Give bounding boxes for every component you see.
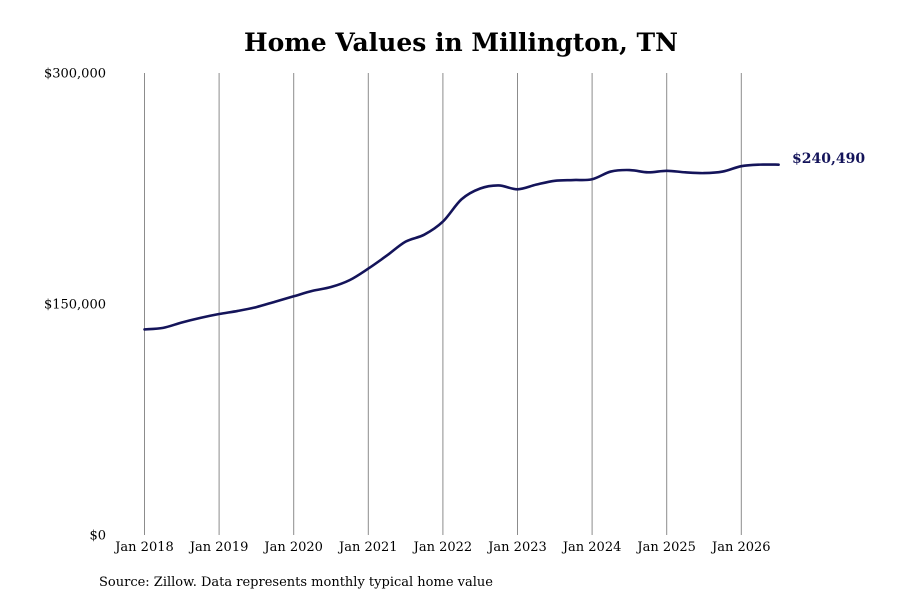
x-tick-label: Jan 2022 — [412, 540, 473, 555]
gridlines — [144, 73, 742, 535]
series-line — [143, 163, 780, 331]
y-tick-label: $300,000 — [44, 67, 106, 82]
x-tick-label: Jan 2023 — [486, 540, 547, 555]
y-tick-label: $0 — [89, 529, 106, 544]
x-tick-label: Jan 2019 — [188, 540, 249, 555]
y-axis-ticks: $0 $150,000 $300,000 — [44, 67, 106, 544]
x-tick-label: Jan 2024 — [561, 540, 622, 555]
end-value-label: $240,490 — [792, 151, 865, 167]
x-tick-label: Jan 2020 — [262, 540, 323, 555]
x-tick-label: Jan 2026 — [710, 540, 771, 555]
source-note: Source: Zillow. Data represents monthly … — [99, 575, 493, 590]
x-tick-label: Jan 2018 — [113, 540, 174, 555]
x-tick-label: Jan 2021 — [337, 540, 398, 555]
chart-title: Home Values in Millington, TN — [244, 28, 678, 57]
x-tick-label: Jan 2025 — [635, 540, 696, 555]
series-group — [143, 163, 780, 331]
y-tick-label: $150,000 — [44, 298, 106, 313]
x-axis-ticks: Jan 2018 Jan 2019 Jan 2020 Jan 2021 Jan 2022… — [113, 540, 770, 555]
